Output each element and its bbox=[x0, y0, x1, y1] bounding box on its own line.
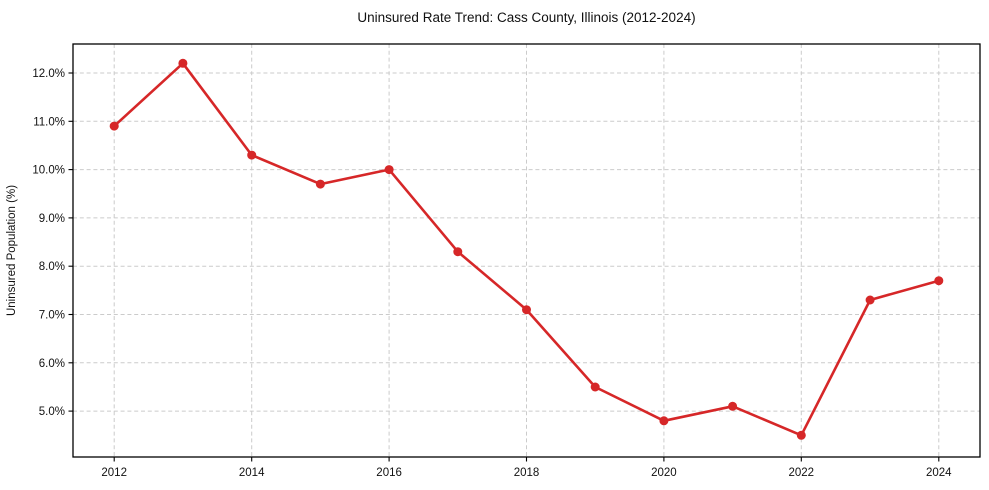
x-tick-label: 2020 bbox=[651, 467, 677, 479]
data-point-marker bbox=[384, 165, 394, 175]
y-tick-label: 12.0% bbox=[32, 68, 65, 80]
y-tick-label: 9.0% bbox=[39, 213, 65, 225]
x-tick-label: 2018 bbox=[514, 467, 540, 479]
data-point-marker bbox=[865, 295, 875, 305]
y-tick-label: 10.0% bbox=[32, 165, 65, 177]
grid-layer bbox=[73, 44, 980, 457]
y-tick-label: 5.0% bbox=[39, 406, 65, 418]
chart-title: Uninsured Rate Trend: Cass County, Illin… bbox=[357, 10, 695, 25]
series-layer bbox=[109, 58, 944, 440]
x-tick-label: 2022 bbox=[789, 467, 815, 479]
data-point-marker bbox=[247, 150, 257, 160]
data-point-marker bbox=[796, 430, 806, 440]
y-tick-label: 7.0% bbox=[39, 310, 65, 322]
data-point-marker bbox=[934, 276, 944, 286]
data-point-marker bbox=[522, 305, 531, 315]
tick-layer bbox=[68, 72, 940, 462]
y-tick-label: 8.0% bbox=[39, 261, 65, 273]
tick-label-layer: 5.0% 6.0% 7.0% 8.0% 9.0% 10.0% 11.0% 12.0% 2012 2… bbox=[32, 68, 952, 479]
x-tick-label: 2012 bbox=[101, 467, 127, 479]
data-point-marker bbox=[315, 179, 325, 189]
data-point-marker bbox=[728, 401, 738, 411]
x-tick-label: 2024 bbox=[926, 467, 952, 479]
data-point-marker bbox=[178, 58, 188, 68]
data-point-marker bbox=[659, 416, 669, 426]
y-tick-label: 6.0% bbox=[39, 358, 65, 370]
data-point-marker bbox=[453, 247, 463, 257]
y-axis-label: Uninsured Population (%) bbox=[6, 185, 18, 316]
data-point-marker bbox=[590, 382, 600, 392]
data-point-marker bbox=[109, 121, 119, 131]
x-tick-label: 2014 bbox=[239, 467, 265, 479]
y-tick-label: 11.0% bbox=[33, 116, 65, 128]
x-tick-label: 2016 bbox=[376, 467, 402, 479]
